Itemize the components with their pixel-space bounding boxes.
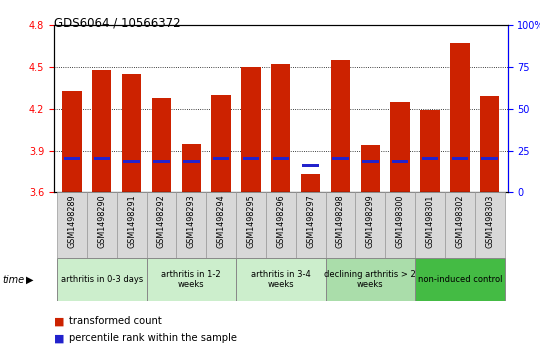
Text: GSM1498291: GSM1498291 [127, 194, 136, 248]
Bar [296, 192, 326, 258]
Bar [123, 160, 140, 163]
Text: non-induced control: non-induced control [417, 275, 502, 284]
Bar [355, 192, 385, 258]
Bar [326, 258, 415, 301]
Text: ■: ■ [54, 316, 64, 326]
Text: ▶: ▶ [26, 275, 33, 285]
Bar [392, 160, 408, 163]
Bar [236, 192, 266, 258]
Bar [146, 192, 177, 258]
Text: GSM1498298: GSM1498298 [336, 194, 345, 248]
Bar [480, 96, 500, 192]
Bar [93, 157, 110, 160]
Bar [271, 64, 291, 192]
Text: GSM1498302: GSM1498302 [455, 194, 464, 248]
Text: GSM1498292: GSM1498292 [157, 194, 166, 248]
Bar [415, 192, 445, 258]
Bar [92, 70, 111, 192]
Bar [117, 192, 146, 258]
Text: GSM1498299: GSM1498299 [366, 194, 375, 248]
Bar [242, 157, 259, 160]
Text: GSM1498301: GSM1498301 [426, 194, 435, 248]
Text: declining arthritis > 2
weeks: declining arthritis > 2 weeks [325, 270, 416, 289]
Text: GSM1498295: GSM1498295 [246, 194, 255, 248]
Bar [475, 192, 504, 258]
Text: GSM1498303: GSM1498303 [485, 194, 494, 248]
Bar [266, 192, 296, 258]
Bar [241, 67, 261, 192]
Text: arthritis in 1-2
weeks: arthritis in 1-2 weeks [161, 270, 221, 289]
Bar [331, 60, 350, 192]
Bar [332, 157, 349, 160]
Bar [450, 44, 470, 192]
Bar [385, 192, 415, 258]
Bar [236, 258, 326, 301]
Bar [301, 174, 320, 192]
Text: arthritis in 3-4
weeks: arthritis in 3-4 weeks [251, 270, 310, 289]
Bar [482, 157, 498, 160]
Bar [362, 160, 379, 163]
Text: arthritis in 0-3 days: arthritis in 0-3 days [60, 275, 143, 284]
Bar [87, 192, 117, 258]
Text: GSM1498290: GSM1498290 [97, 194, 106, 248]
Bar [146, 258, 236, 301]
Bar [361, 145, 380, 192]
Text: GSM1498300: GSM1498300 [396, 194, 404, 248]
Bar [213, 157, 230, 160]
Text: GDS6064 / 10566372: GDS6064 / 10566372 [54, 16, 180, 29]
Bar [302, 164, 319, 167]
Text: percentile rank within the sample: percentile rank within the sample [69, 333, 237, 343]
Bar [273, 157, 289, 160]
Bar [445, 192, 475, 258]
Bar [57, 258, 146, 301]
Bar [181, 144, 201, 192]
Text: GSM1498294: GSM1498294 [217, 194, 226, 248]
Bar [152, 98, 171, 192]
Bar [153, 160, 170, 163]
Bar [183, 160, 199, 163]
Bar [390, 102, 410, 192]
Text: GSM1498289: GSM1498289 [68, 194, 76, 248]
Bar [57, 192, 87, 258]
Bar [415, 258, 504, 301]
Text: GSM1498296: GSM1498296 [276, 194, 285, 248]
Text: time: time [2, 275, 24, 285]
Bar [206, 192, 236, 258]
Bar [64, 157, 80, 160]
Bar [212, 95, 231, 192]
Text: GSM1498297: GSM1498297 [306, 194, 315, 248]
Bar [122, 74, 141, 192]
Text: transformed count: transformed count [69, 316, 162, 326]
Bar [422, 157, 438, 160]
Bar [177, 192, 206, 258]
Text: ■: ■ [54, 333, 64, 343]
Text: GSM1498293: GSM1498293 [187, 194, 196, 248]
Bar [420, 110, 440, 192]
Bar [451, 157, 468, 160]
Bar [62, 91, 82, 192]
Bar [326, 192, 355, 258]
